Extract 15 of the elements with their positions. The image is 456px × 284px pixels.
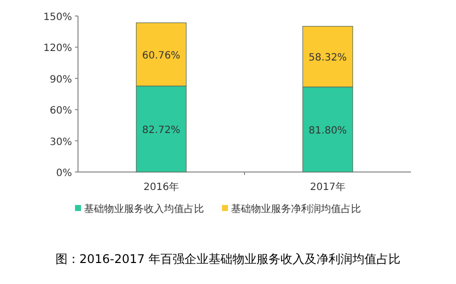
data-label: 82.72% [142,124,180,136]
y-tick-label: 0% [56,168,72,179]
y-tick-label: 60% [50,106,72,117]
x-tick-label: 2016年 [144,181,179,193]
y-tick-label: 120% [43,43,72,54]
data-label: 81.80% [308,125,347,136]
data-label: 58.32% [308,52,347,64]
y-tick-label: 30% [50,136,72,148]
x-tick-label: 2017年 [310,181,346,193]
data-label: 60.76% [142,50,180,62]
y-tick-label: 90% [50,74,72,86]
legend-label: 基础物业服务收入均值占比 [84,203,204,215]
legend-label: 基础物业服务净利润均值占比 [231,203,361,215]
text: 图：2016-2017 年百强企业基础物业服务收入及净利润均值占比 [55,252,401,266]
y-tick-label: 150% [43,12,72,23]
